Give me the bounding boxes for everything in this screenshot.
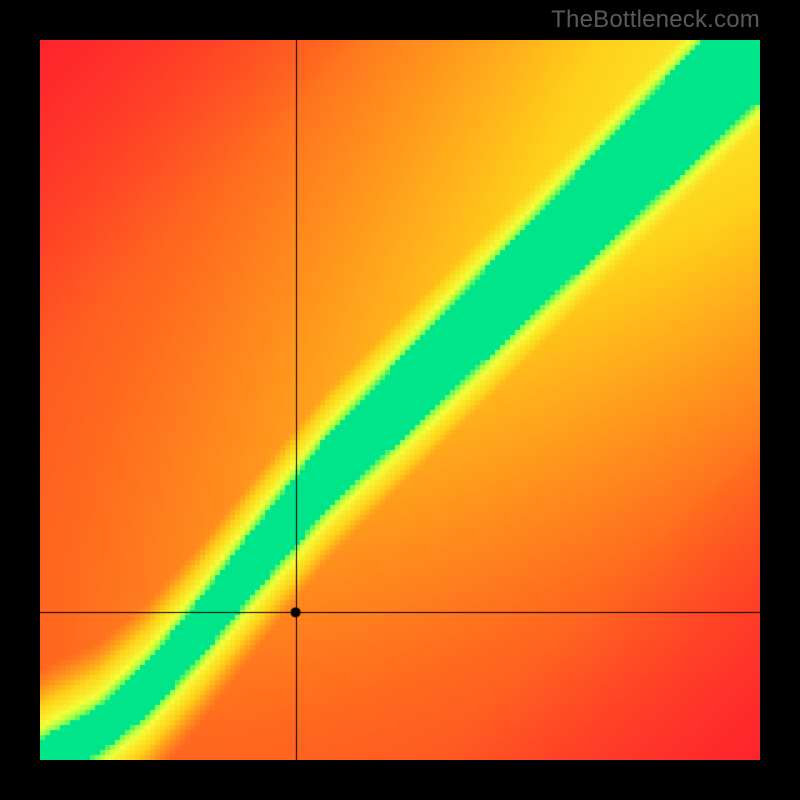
- watermark-text: TheBottleneck.com: [551, 6, 760, 34]
- heatmap-plot: [40, 40, 760, 760]
- chart-container: TheBottleneck.com: [0, 0, 800, 800]
